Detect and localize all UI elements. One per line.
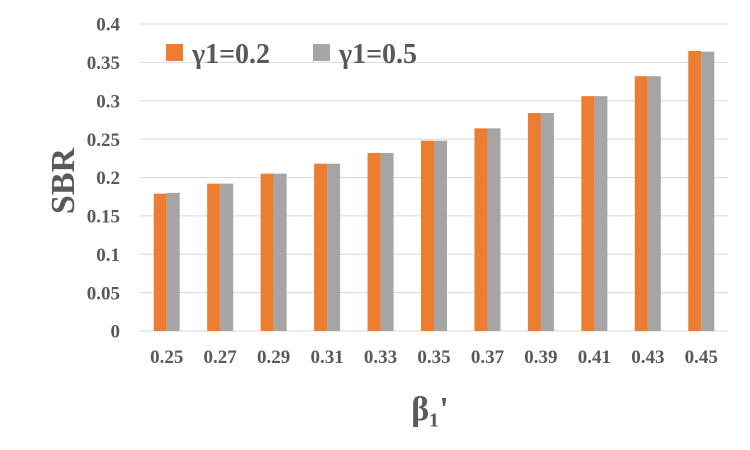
- y-tick-label: 0.25: [87, 130, 120, 151]
- bar-gamma1-0-2: [367, 152, 381, 331]
- bar-gamma1-0-5: [166, 192, 180, 331]
- bar-gamma1-0-5: [647, 76, 661, 331]
- x-tick-label: 0.29: [257, 347, 290, 368]
- bar-gamma1-0-5: [434, 140, 447, 331]
- bar-gamma1-0-5: [594, 96, 608, 332]
- x-tick-label: 0.37: [471, 347, 505, 368]
- bar-gamma1-0-5: [540, 113, 554, 331]
- legend-label: γ1=0.5: [338, 39, 417, 70]
- x-tick-label: 0.35: [417, 347, 450, 368]
- bar-gamma1-0-2: [581, 96, 595, 332]
- legend: γ1=0.2 γ1=0.5: [166, 39, 417, 70]
- y-tick-label: 0.1: [96, 245, 120, 266]
- x-tick-label: 0.27: [204, 347, 238, 368]
- x-tick-label: 0.31: [310, 347, 343, 368]
- x-tick-label: 0.41: [578, 347, 611, 368]
- x-tick-labels: 0.25 0.27 0.29 0.31 0.33 0.35 0.37 0.39 0.41 0.43…: [150, 347, 718, 368]
- y-tick-label: 0: [111, 322, 121, 343]
- bar-gamma1-0-2: [688, 50, 702, 332]
- x-tick-label: 0.25: [150, 347, 183, 368]
- y-axis-title: SBR: [45, 147, 82, 214]
- bar-gamma1-0-5: [487, 128, 501, 331]
- bar-gamma1-0-2: [207, 183, 221, 331]
- legend-swatch: [313, 44, 330, 61]
- x-axis-title: β₁': [411, 391, 449, 428]
- legend-swatch: [166, 44, 183, 61]
- bar-gamma1-0-5: [273, 173, 287, 331]
- x-tick-label: 0.39: [524, 347, 557, 368]
- bar-gamma1-0-2: [634, 76, 648, 331]
- bar-gamma1-0-2: [421, 140, 434, 331]
- bar-gamma1-0-2: [474, 128, 488, 331]
- x-tick-label: 0.45: [685, 347, 718, 368]
- y-tick-label: 0.15: [87, 207, 120, 228]
- bar-gamma1-0-5: [220, 183, 234, 331]
- bar-gamma1-0-2: [260, 173, 274, 331]
- bar-gamma1-0-2: [153, 193, 167, 331]
- bars: [153, 50, 715, 332]
- bar-gamma1-0-2: [314, 163, 328, 331]
- y-tick-label: 0.35: [87, 53, 120, 74]
- bar-gamma1-0-2: [527, 113, 541, 331]
- x-tick-label: 0.33: [364, 347, 397, 368]
- y-tick-label: 0.4: [96, 15, 120, 36]
- y-tick-label: 0.05: [87, 283, 120, 304]
- bar-gamma1-0-5: [380, 152, 394, 331]
- legend-label: γ1=0.2: [191, 39, 270, 70]
- y-tick-label: 0.3: [96, 91, 120, 112]
- y-tick-labels: 0 0.05 0.1 0.15 0.2 0.25 0.3 0.35 0.4: [87, 15, 121, 343]
- x-tick-label: 0.43: [631, 347, 664, 368]
- y-tick-label: 0.2: [96, 168, 120, 189]
- bar-gamma1-0-5: [327, 163, 341, 331]
- bar-gamma1-0-5: [701, 51, 715, 331]
